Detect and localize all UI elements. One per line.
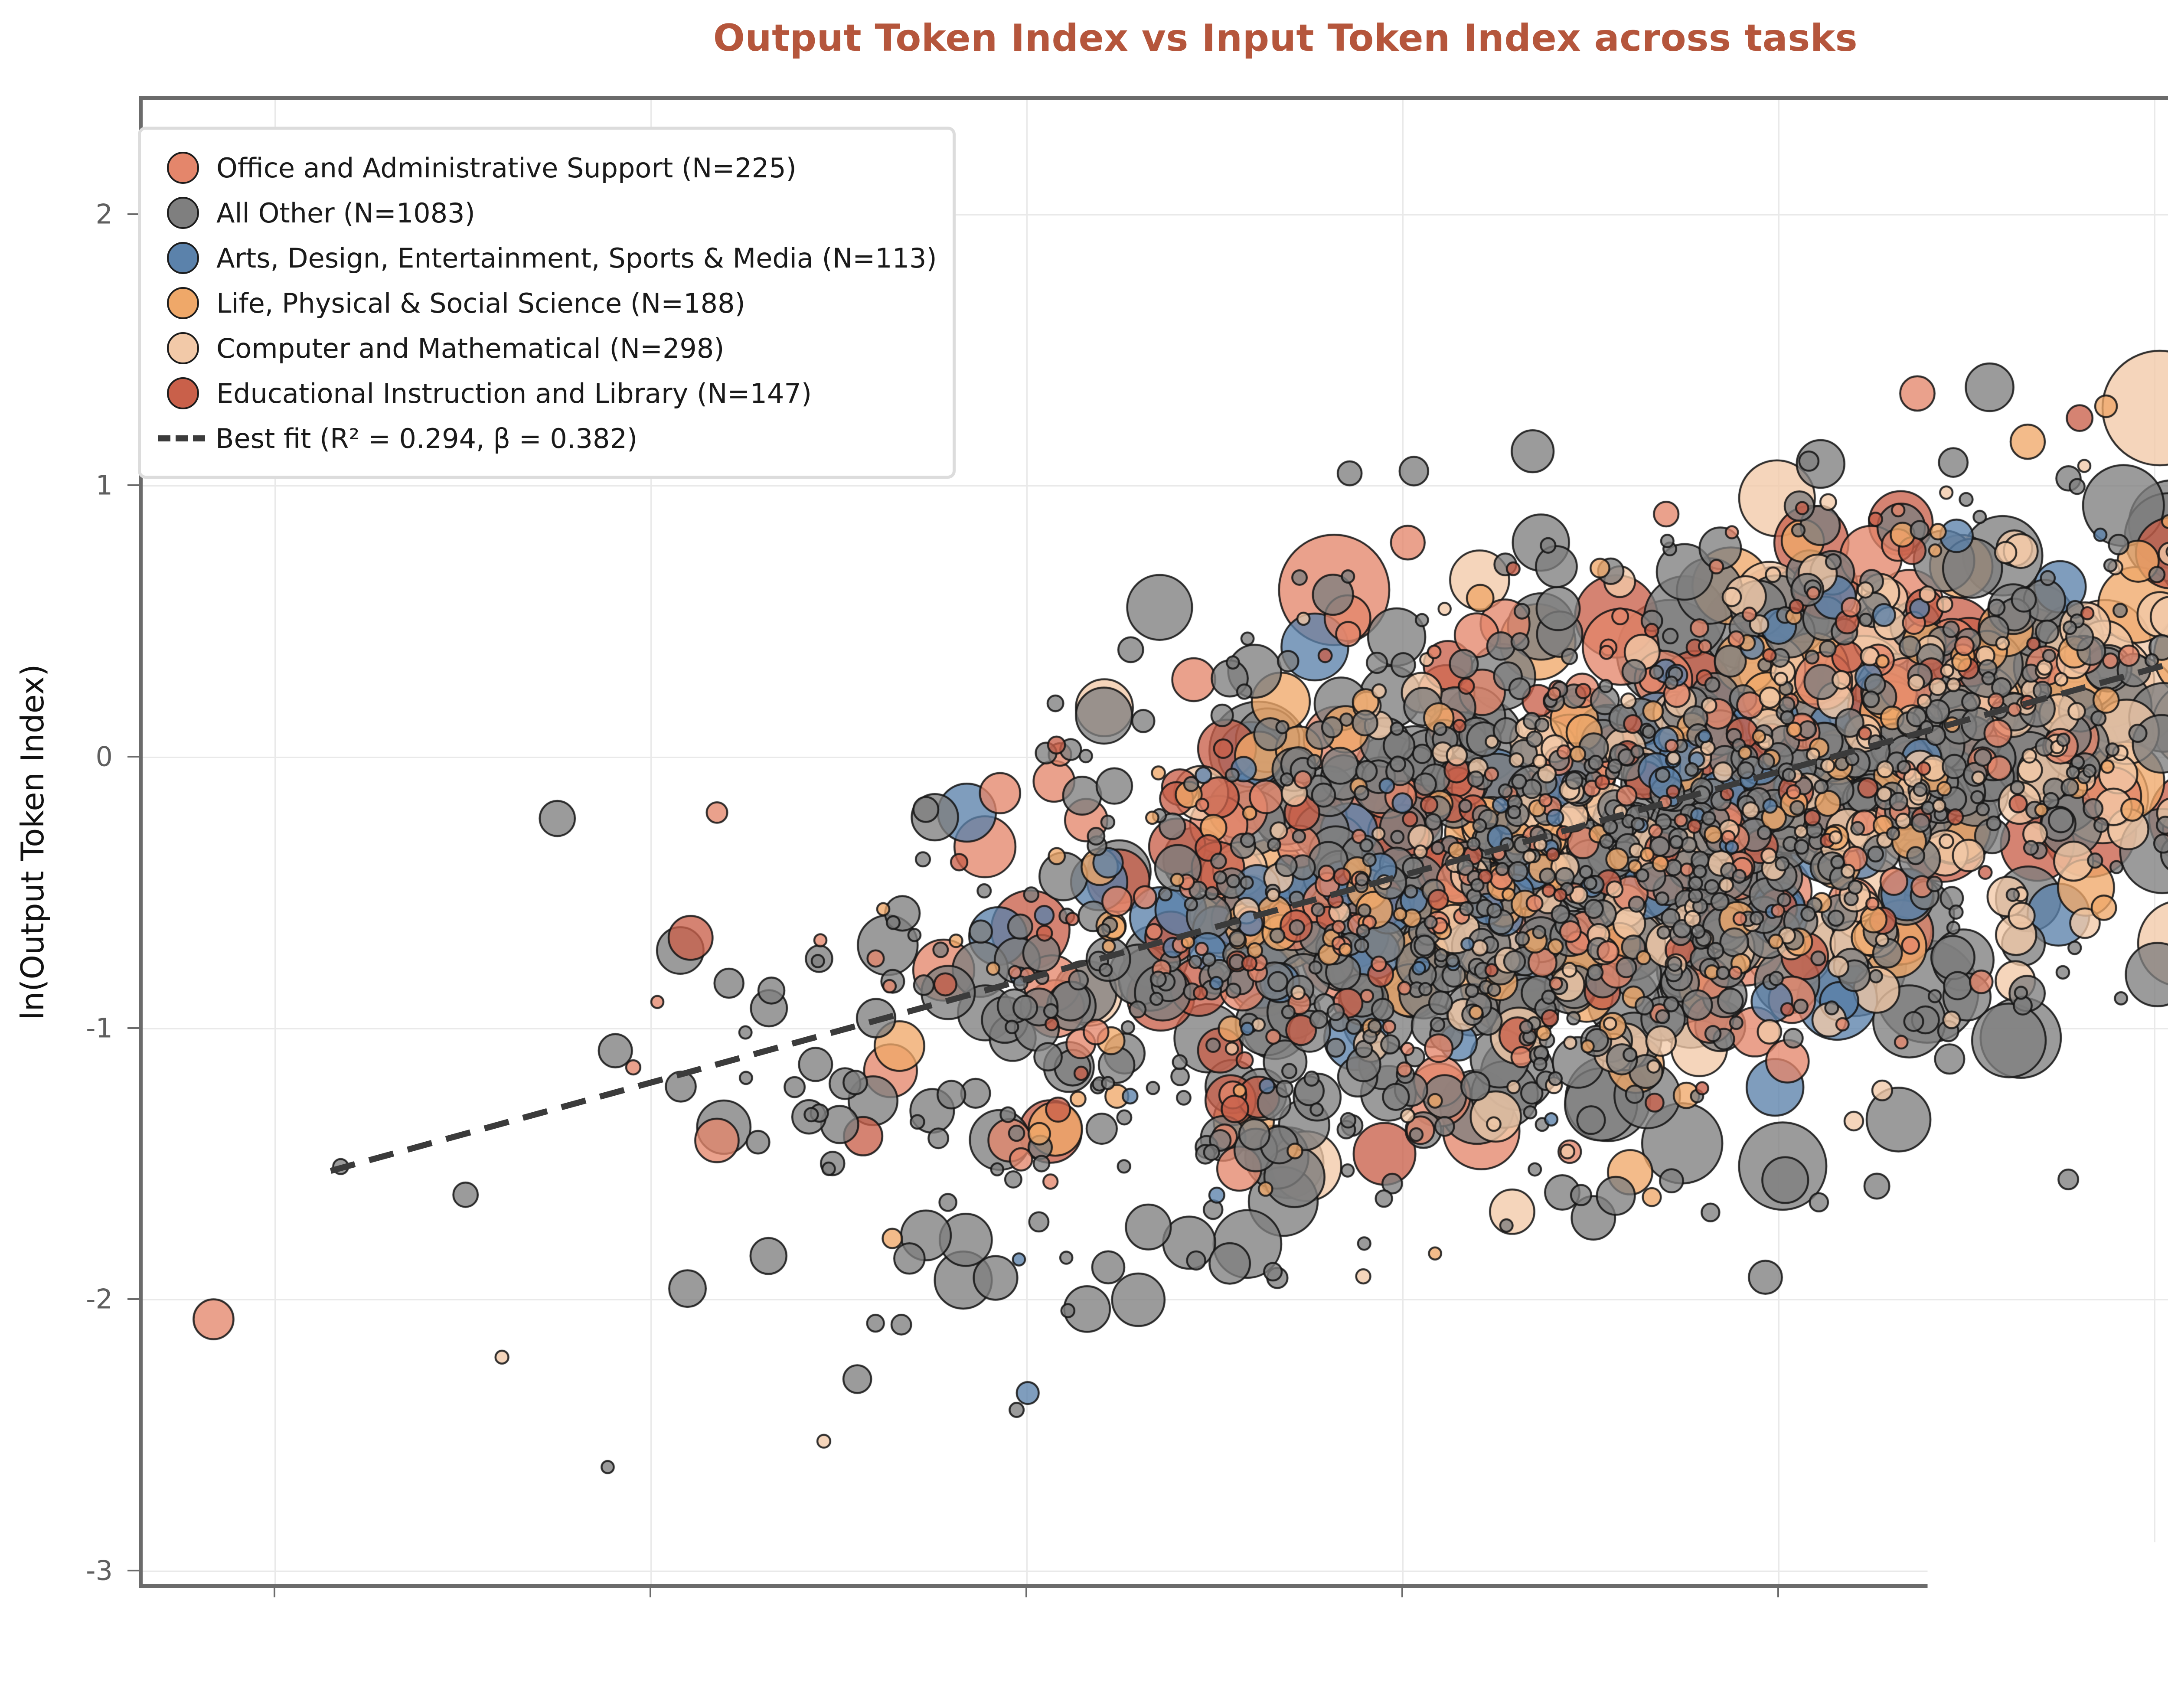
x-tick-label: -4 <box>261 1606 288 1638</box>
legend-item-label: Computer and Mathematical (N=298) <box>216 333 725 364</box>
legend-marker-icon <box>167 287 199 319</box>
legend-item-label: Office and Administrative Support (N=225… <box>216 152 797 184</box>
legend-item-label: All Other (N=1083) <box>216 197 475 229</box>
x-tick-mark <box>274 1588 275 1599</box>
x-tick-mark <box>1025 1588 1027 1599</box>
legend-item[interactable]: Life, Physical & Social Science (N=188) <box>158 281 935 326</box>
legend-item[interactable]: Educational Instruction and Library (N=1… <box>158 371 935 416</box>
x-tick-label: -2 <box>1013 1606 1040 1638</box>
x-tick-label: -3 <box>637 1606 664 1638</box>
legend-item[interactable]: Arts, Design, Entertainment, Sports & Me… <box>158 235 935 281</box>
legend-item[interactable]: All Other (N=1083) <box>158 190 935 235</box>
x-tick-mark <box>2153 1588 2155 1599</box>
page-title: Output Token Index vs Input Token Index … <box>0 16 2168 60</box>
y-axis-label: ln(Output Token Index) <box>9 96 56 1588</box>
y-tick-mark <box>127 213 139 215</box>
legend-marker-icon <box>167 197 199 229</box>
legend-item[interactable]: Office and Administrative Support (N=225… <box>158 145 935 190</box>
legend-marker-icon <box>167 242 199 274</box>
y-tick-mark <box>127 1570 139 1571</box>
chart-figure: Output Token Index vs Input Token Index … <box>0 0 2168 1708</box>
legend-item-label: Arts, Design, Entertainment, Sports & Me… <box>216 242 937 274</box>
legend-item-label: Best fit (R² = 0.294, β = 0.382) <box>215 423 637 454</box>
legend-item[interactable]: Computer and Mathematical (N=298) <box>158 326 935 371</box>
x-tick-label: -1 <box>1389 1606 1416 1638</box>
chart-legend[interactable]: Office and Administrative Support (N=225… <box>138 127 956 479</box>
y-tick-mark <box>127 1027 139 1029</box>
legend-marker-icon <box>167 332 199 364</box>
legend-marker-icon <box>167 152 199 184</box>
x-tick-mark <box>650 1588 651 1599</box>
x-tick-label: 1 <box>2146 1606 2163 1638</box>
legend-dashed-line-icon <box>158 435 205 441</box>
legend-item-label: Educational Instruction and Library (N=1… <box>216 378 812 409</box>
y-tick-mark <box>127 484 139 486</box>
y-tick-mark <box>127 756 139 758</box>
legend-item[interactable]: Best fit (R² = 0.294, β = 0.382) <box>158 416 935 461</box>
x-tick-label: 0 <box>1770 1606 1787 1638</box>
x-axis-label: ln(Input Token Index) <box>139 1646 2168 1682</box>
legend-marker-icon <box>167 377 199 409</box>
y-tick-mark <box>127 1298 139 1300</box>
legend-item-label: Life, Physical & Social Science (N=188) <box>216 287 745 319</box>
x-tick-mark <box>1401 1588 1403 1599</box>
x-tick-mark <box>1777 1588 1779 1599</box>
